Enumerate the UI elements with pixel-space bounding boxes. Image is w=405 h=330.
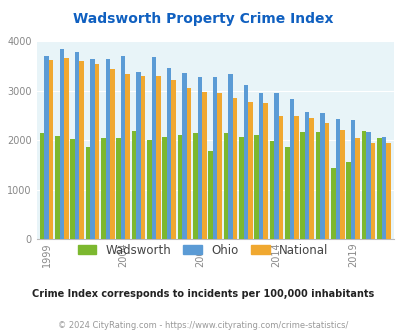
- Bar: [95, 63, 99, 239]
- Bar: [278, 115, 283, 239]
- Bar: [381, 137, 385, 239]
- Bar: [284, 147, 289, 239]
- Bar: [258, 93, 263, 239]
- Bar: [44, 56, 49, 239]
- Bar: [110, 69, 115, 239]
- Bar: [320, 113, 324, 239]
- Bar: [141, 76, 145, 239]
- Bar: [289, 99, 294, 239]
- Bar: [64, 58, 68, 239]
- Bar: [300, 132, 304, 239]
- Bar: [239, 137, 243, 239]
- Bar: [177, 135, 182, 239]
- Text: Wadsworth Property Crime Index: Wadsworth Property Crime Index: [72, 12, 333, 25]
- Bar: [166, 68, 171, 239]
- Bar: [335, 119, 339, 239]
- Bar: [40, 133, 44, 239]
- Bar: [192, 133, 197, 239]
- Bar: [350, 120, 355, 239]
- Bar: [55, 136, 60, 239]
- Bar: [269, 141, 273, 239]
- Bar: [304, 112, 309, 239]
- Text: Crime Index corresponds to incidents per 100,000 inhabitants: Crime Index corresponds to incidents per…: [32, 289, 373, 299]
- Bar: [324, 123, 328, 239]
- Bar: [345, 162, 350, 239]
- Bar: [243, 85, 247, 239]
- Bar: [361, 131, 365, 239]
- Bar: [370, 143, 375, 239]
- Bar: [208, 151, 212, 239]
- Bar: [162, 137, 166, 239]
- Bar: [385, 143, 390, 239]
- Bar: [75, 52, 79, 239]
- Bar: [197, 77, 202, 239]
- Bar: [49, 60, 53, 239]
- Bar: [217, 93, 222, 239]
- Bar: [90, 59, 95, 239]
- Bar: [85, 147, 90, 239]
- Bar: [182, 73, 186, 239]
- Bar: [339, 130, 344, 239]
- Bar: [131, 131, 136, 239]
- Bar: [247, 102, 252, 239]
- Bar: [156, 76, 160, 239]
- Bar: [60, 49, 64, 239]
- Bar: [376, 138, 381, 239]
- Bar: [232, 98, 237, 239]
- Bar: [263, 103, 267, 239]
- Bar: [151, 57, 156, 239]
- Bar: [101, 138, 105, 239]
- Bar: [273, 93, 278, 239]
- Bar: [125, 74, 130, 239]
- Bar: [355, 138, 359, 239]
- Bar: [70, 139, 75, 239]
- Bar: [202, 92, 206, 239]
- Bar: [121, 56, 125, 239]
- Bar: [228, 74, 232, 239]
- Bar: [294, 116, 298, 239]
- Text: © 2024 CityRating.com - https://www.cityrating.com/crime-statistics/: © 2024 CityRating.com - https://www.city…: [58, 321, 347, 330]
- Bar: [315, 132, 320, 239]
- Legend: Wadsworth, Ohio, National: Wadsworth, Ohio, National: [72, 239, 333, 261]
- Bar: [105, 59, 110, 239]
- Bar: [171, 80, 176, 239]
- Bar: [223, 133, 228, 239]
- Bar: [79, 61, 84, 239]
- Bar: [309, 118, 313, 239]
- Bar: [212, 77, 217, 239]
- Bar: [116, 138, 121, 239]
- Bar: [365, 132, 370, 239]
- Bar: [330, 168, 335, 239]
- Bar: [186, 88, 191, 239]
- Bar: [136, 73, 141, 239]
- Bar: [147, 140, 151, 239]
- Bar: [254, 135, 258, 239]
